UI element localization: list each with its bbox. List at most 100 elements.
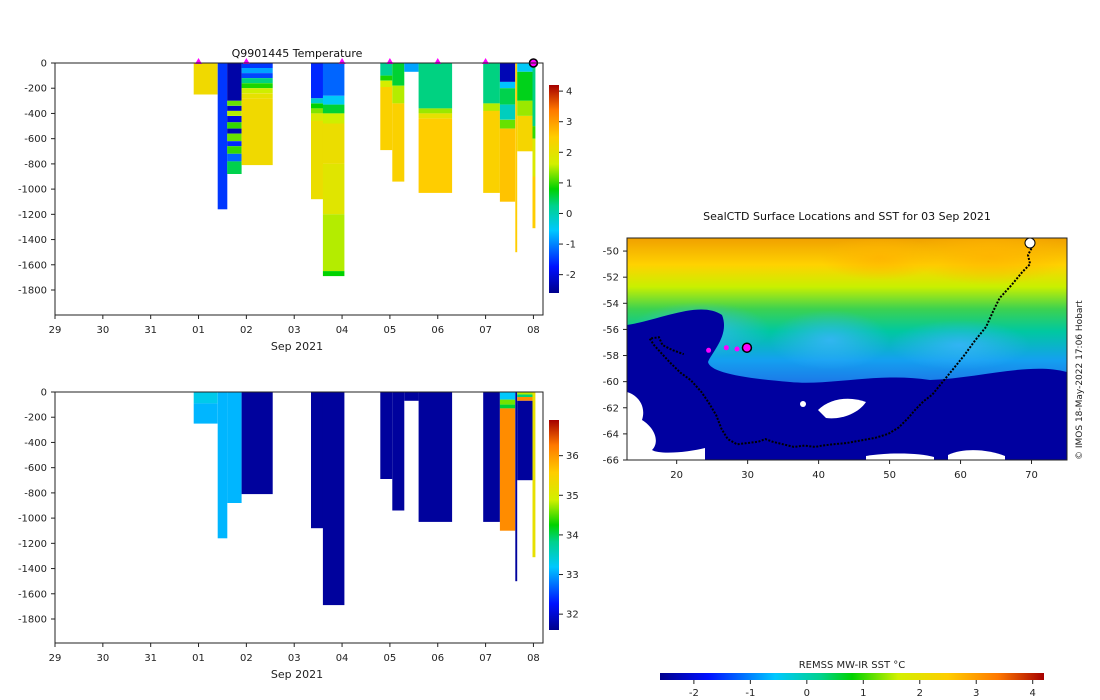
map-frame	[626, 237, 1068, 461]
temperature-colorbar-ticks: 4 3 2 1 0 -1 -2	[559, 87, 576, 281]
profile-cell	[227, 100, 242, 106]
profile-cell	[499, 63, 516, 82]
profile-cell	[241, 68, 273, 73]
x-tick-label: 07	[479, 653, 492, 664]
profile-cell	[311, 63, 323, 99]
map-y-tick-label: -56	[603, 325, 619, 336]
y-tick-label: 0	[41, 388, 47, 399]
x-tick-label: 06	[431, 653, 444, 664]
profile-cell	[241, 93, 273, 99]
profile-cell	[418, 108, 453, 114]
profile-cell	[499, 128, 516, 202]
antarctic-land	[627, 392, 705, 460]
map-colorbar-tick-label: -1	[745, 688, 755, 699]
profile-cell	[241, 73, 273, 79]
y-tick-label: -1200	[18, 210, 47, 221]
x-tick-label: 05	[384, 325, 397, 336]
profile-cell	[227, 141, 242, 147]
map-y-axis: -50 -52 -54 -56 -58 -60 -62 -64 -66	[603, 247, 627, 467]
sea-ice-region	[627, 309, 1067, 460]
profile-cell	[517, 400, 533, 481]
profile-cell	[532, 176, 536, 229]
colorbar-tick-label: 35	[566, 491, 579, 502]
x-tick-label: 08	[527, 653, 540, 664]
island-marker	[1024, 238, 1036, 249]
profile-cell	[241, 98, 273, 166]
profile-cell	[322, 392, 345, 606]
profile-cell	[515, 392, 518, 582]
map-title: SealCTD Surface Locations and SST for 03…	[703, 210, 991, 223]
x-tick-label: 03	[288, 325, 301, 336]
profile-cell	[241, 78, 273, 84]
salinity-x-label: Sep 2021	[271, 668, 323, 681]
y-tick-label: -1000	[18, 185, 47, 196]
colorbar-tick-label: 3	[566, 117, 572, 128]
ice-shelf-patch	[818, 398, 866, 419]
recent-location-point	[723, 345, 729, 351]
profile-cell	[418, 113, 453, 119]
salinity-colorbar-ticks: 36 35 34 33 32	[559, 451, 579, 621]
x-tick-label: 01	[192, 653, 205, 664]
profile-cell	[322, 113, 345, 124]
colorbar-tick-label: 32	[566, 610, 579, 621]
colorbar-tick-label: -1	[566, 240, 576, 251]
profile-cell	[483, 392, 500, 522]
map-colorbar-tick-label: 4	[1030, 688, 1036, 699]
profile-cell	[483, 110, 500, 193]
y-tick-label: -200	[24, 413, 47, 424]
profile-cell	[392, 63, 405, 86]
profile-cell	[322, 104, 345, 114]
profile-cell	[499, 88, 516, 105]
x-tick-label: 29	[49, 325, 62, 336]
profile-cell	[418, 63, 453, 109]
profile-cell	[517, 392, 533, 395]
profile-cell	[227, 128, 242, 134]
profile-cell	[217, 63, 228, 210]
x-tick-label: 02	[240, 325, 253, 336]
map-y-tick-label: -60	[603, 377, 619, 388]
profile-cell	[322, 271, 345, 277]
map-y-tick-label: -66	[603, 456, 619, 467]
map-colorbar	[660, 673, 1044, 680]
map-x-tick-label: 20	[670, 470, 683, 481]
profile-cell	[311, 98, 323, 104]
profile-cell	[217, 392, 228, 539]
profile-cell	[322, 163, 345, 215]
profile-cell	[193, 392, 218, 404]
profile-cell	[532, 392, 536, 558]
map-y-tick-label: -58	[603, 351, 619, 362]
profile-cell	[483, 63, 500, 104]
colorbar-tick-label: 4	[566, 87, 572, 98]
map-y-tick-label: -64	[603, 429, 619, 440]
profile-cell	[499, 81, 516, 89]
map-x-tick-label: 50	[883, 470, 896, 481]
x-tick-label: 30	[96, 325, 109, 336]
x-tick-label: 08	[527, 325, 540, 336]
x-tick-label: 30	[96, 653, 109, 664]
profile-cell	[193, 63, 218, 95]
map-y-tick-label: -62	[603, 403, 619, 414]
map-x-tick-label: 40	[812, 470, 825, 481]
colorbar-tick-label: 34	[566, 530, 579, 541]
profile-cell	[404, 392, 419, 401]
profile-cell	[517, 394, 533, 397]
sst-map-panel: SealCTD Surface Locations and SST for 03…	[603, 210, 1085, 699]
x-tick-label: 04	[336, 653, 349, 664]
x-tick-label: 04	[336, 325, 349, 336]
current-location	[741, 342, 753, 353]
map-x-tick-label: 60	[954, 470, 967, 481]
y-tick-label: 0	[41, 59, 47, 70]
profile-cell	[515, 63, 518, 253]
profile-cell	[392, 392, 405, 511]
temperature-x-label: Sep 2021	[271, 340, 323, 353]
profile-cell	[499, 119, 516, 129]
temperature-y-axis: 0 -200 -400 -600 -800 -1000 -1200 -1400 -1600 -18…	[18, 59, 55, 297]
profile-cell	[532, 126, 536, 139]
salinity-colorbar	[549, 420, 559, 630]
profile-cell	[499, 404, 516, 409]
x-tick-label: 01	[192, 325, 205, 336]
y-tick-label: -1000	[18, 514, 47, 525]
profile-cell	[499, 399, 516, 405]
y-tick-label: -400	[24, 438, 47, 449]
map-y-tick-label: -54	[603, 299, 619, 310]
